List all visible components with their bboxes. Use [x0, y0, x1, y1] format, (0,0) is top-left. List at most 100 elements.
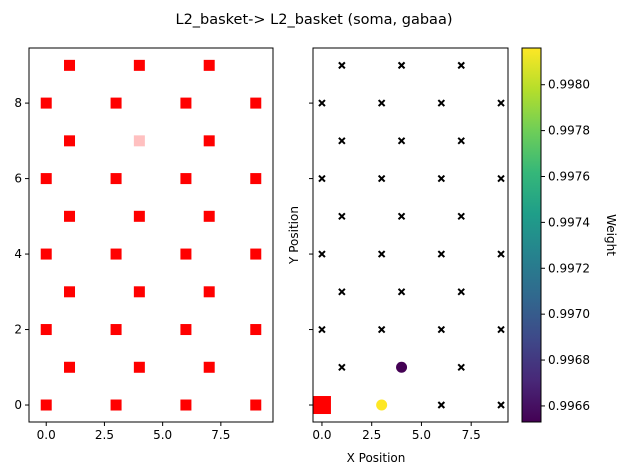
source-square-marker [312, 396, 331, 415]
red-square-marker [40, 173, 52, 185]
x-tick-label: 0.0 [312, 428, 331, 442]
red-square-marker [203, 59, 215, 71]
red-square-marker [110, 399, 122, 411]
x-marker [437, 250, 446, 258]
colorbar-tick-label: 0.9978 [548, 124, 590, 138]
red-square-marker [203, 210, 215, 222]
right-axes: 0.0 2.5 5.0 7.5 [309, 47, 509, 442]
x-marker [457, 137, 465, 145]
x-marker [397, 288, 406, 296]
red-square-marker [110, 248, 122, 260]
x-marker [338, 288, 346, 296]
x-tick-label: 2.5 [362, 428, 381, 442]
x-marker [397, 212, 406, 221]
y-tick-label: 8 [14, 96, 22, 110]
y-tick-label: 6 [14, 172, 22, 186]
red-square-marker [64, 286, 76, 298]
red-square-marker [110, 173, 122, 185]
x-tick-label: 2.5 [95, 428, 114, 442]
x-marker [497, 401, 505, 409]
x-marker [338, 212, 346, 221]
x-marker [377, 174, 386, 183]
axes-frame [312, 47, 509, 423]
colorbar-tick-label: 0.9968 [548, 353, 590, 367]
x-marker [377, 325, 386, 334]
red-square-marker [250, 173, 262, 185]
colorbar-tick-label: 0.9972 [548, 261, 590, 275]
x-marker [437, 325, 446, 334]
colorbar-tick-label: 0.9976 [548, 169, 590, 183]
red-square-marker [64, 59, 76, 71]
red-square-marker [180, 97, 192, 109]
x-marker [338, 61, 346, 70]
x-marker [318, 325, 326, 334]
red-square-marker [64, 135, 76, 147]
red-square-marker [40, 399, 52, 411]
red-square-marker [40, 324, 52, 336]
axes-frame [28, 47, 274, 423]
red-square-marker [180, 324, 192, 336]
red-square-marker [40, 97, 52, 109]
red-square-marker [180, 248, 192, 260]
red-square-marker [180, 399, 192, 411]
colorbar-tick-label: 0.9970 [548, 307, 590, 321]
x-marker [397, 61, 406, 70]
y-tick-label: 4 [14, 247, 22, 261]
colorbar-tick-label: 0.9974 [548, 215, 590, 229]
x-tick-label: 5.0 [412, 428, 431, 442]
y-tick-label: 2 [14, 323, 22, 337]
red-square-marker [203, 361, 215, 373]
red-square-marker [110, 324, 122, 336]
red-square-marker [110, 97, 122, 109]
x-marker [497, 174, 505, 183]
x-marker [377, 250, 386, 258]
x-marker [497, 250, 505, 258]
x-marker [457, 212, 465, 221]
x-marker [338, 137, 346, 145]
colorbar-label: Weight [604, 214, 618, 256]
x-marker [497, 325, 505, 334]
x-marker [318, 174, 326, 183]
x-marker [457, 288, 465, 296]
x-marker [437, 99, 446, 107]
red-square-marker [133, 59, 145, 71]
y-tick-label: 0 [14, 398, 22, 412]
red-square-marker [203, 286, 215, 298]
x-marker [437, 174, 446, 183]
red-square-marker [203, 135, 215, 147]
colorbar-tick-label: 0.9980 [548, 78, 590, 92]
x-tick-label: 0.0 [37, 428, 56, 442]
y-axis-label: Y Position [287, 206, 301, 265]
red-square-marker [250, 399, 262, 411]
x-tick-label: 7.5 [211, 428, 230, 442]
left-axes: 0.0 2.5 5.0 7.5 0 2 4 6 8 [14, 47, 274, 442]
x-marker [457, 61, 465, 70]
x-marker [318, 250, 326, 258]
x-tick-label: 5.0 [153, 428, 172, 442]
x-marker [377, 99, 386, 107]
red-square-marker [64, 210, 76, 222]
red-square-marker [64, 361, 76, 373]
highlighted-square-marker [133, 135, 145, 147]
colorbar: 0.9966 0.9968 0.9970 0.9972 0.9974 0.9976 0.99… [521, 47, 590, 423]
red-square-marker [40, 248, 52, 260]
x-marker [437, 401, 446, 409]
chart-title: L2_basket-> L2_basket (soma, gabaa) [175, 12, 452, 28]
weighted-point [396, 361, 408, 373]
x-marker [318, 99, 326, 107]
weighted-point [376, 399, 388, 411]
colorbar-tick-label: 0.9966 [548, 399, 590, 413]
x-axis-label: X Position [347, 451, 406, 465]
x-marker [338, 363, 346, 371]
red-square-marker [250, 97, 262, 109]
x-marker [457, 363, 465, 371]
red-square-marker [180, 173, 192, 185]
red-square-marker [133, 210, 145, 222]
colorbar-gradient [521, 47, 542, 423]
x-marker [497, 99, 505, 107]
x-tick-label: 7.5 [462, 428, 481, 442]
red-square-marker [250, 324, 262, 336]
red-square-marker [133, 361, 145, 373]
red-square-marker [133, 286, 145, 298]
